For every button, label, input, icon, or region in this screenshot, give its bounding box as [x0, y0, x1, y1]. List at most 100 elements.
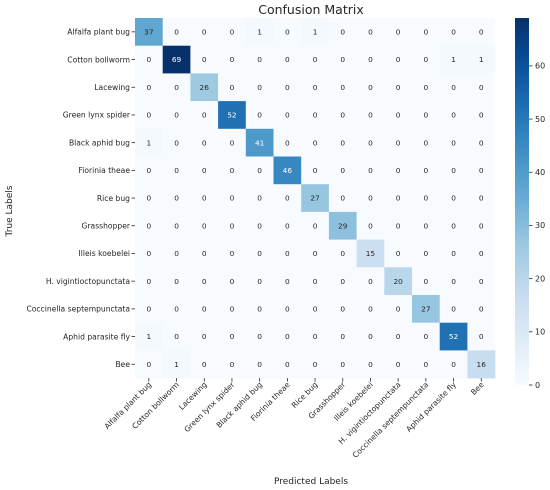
cell-value-label: 0: [423, 194, 428, 203]
cell-value-label: 0: [257, 221, 262, 230]
heatmap-cell: [412, 267, 440, 296]
heatmap-cell: [245, 128, 274, 157]
cell-value-label: 0: [396, 166, 401, 175]
x-axis-label: Predicted Labels: [274, 477, 348, 487]
heatmap-cell: [439, 322, 468, 351]
row-tick-labels: Alfalfa plant bug Cotton bollworm Lacewing…: [26, 28, 135, 369]
heatmap-cell: [135, 156, 163, 185]
heatmap-cell: [301, 211, 330, 240]
heatmap-cell: [356, 156, 385, 185]
heatmap-cell: [384, 128, 413, 157]
cell-value-label: 0: [479, 304, 484, 313]
cell-value-label: 0: [313, 221, 318, 230]
heatmap-cell: [190, 45, 219, 74]
heatmap-cell: [356, 18, 385, 46]
heatmap-cell: [439, 267, 468, 296]
cell-value-label: 0: [451, 221, 456, 230]
cell-value-label: 0: [313, 111, 318, 120]
cell-value-label: 0: [202, 138, 207, 147]
cell-value-label: 20: [393, 277, 403, 286]
heatmap-cell: [135, 322, 163, 351]
row-tick-label: Illeis koebelei: [79, 249, 130, 258]
heatmap-cell: [218, 45, 247, 74]
heatmap-cell: [412, 128, 440, 157]
cell-value-label: 0: [174, 194, 179, 203]
cell-value-label: 0: [368, 83, 373, 92]
heatmap-cell: [218, 156, 247, 185]
cell-value-label: 0: [230, 277, 235, 286]
heatmap-cell: [439, 211, 468, 240]
heatmap-cell: [467, 295, 496, 323]
heatmap-cell: [190, 101, 219, 130]
heatmap-cell: [162, 45, 191, 74]
heatmap-cell: [467, 156, 496, 185]
cell-value-label: 0: [146, 194, 151, 203]
cell-value-label: 0: [423, 249, 428, 258]
heatmap-cell: [356, 128, 385, 157]
cell-value-label: 0: [285, 360, 290, 369]
heatmap-cell: [467, 184, 496, 213]
cell-value-label: 0: [285, 27, 290, 36]
heatmap-cell: [273, 322, 302, 351]
heatmap-cell: [412, 350, 440, 379]
cell-value-label: 37: [144, 27, 154, 36]
cell-value-label: 0: [340, 194, 345, 203]
heatmap-cell: [245, 73, 274, 102]
cell-value-label: 0: [313, 138, 318, 147]
heatmap-cell: [301, 267, 330, 296]
heatmap-cell: [162, 184, 191, 213]
cell-value-label: 0: [368, 166, 373, 175]
cell-value-label: 0: [174, 27, 179, 36]
heatmap-cell: [356, 322, 385, 351]
cell-value-label: 0: [285, 221, 290, 230]
heatmap-cell: [190, 18, 219, 46]
colorbar: 0 10 20 30 40 50 60: [515, 18, 545, 390]
cell-value-label: 0: [479, 221, 484, 230]
heatmap-cell: [439, 184, 468, 213]
cell-value-label: 0: [451, 166, 456, 175]
cell-value-label: 0: [368, 332, 373, 341]
cell-value-label: 0: [202, 194, 207, 203]
heatmap-cell: [135, 45, 163, 74]
cell-value-label: 1: [257, 27, 262, 36]
heatmap-cell: [218, 350, 247, 379]
heatmap-cell: [384, 239, 413, 268]
column-tick-label: Alfalfa plant bug: [103, 380, 154, 431]
row-tick-label: Green lynx spider: [63, 111, 131, 120]
cell-value-label: 0: [313, 249, 318, 258]
heatmap-cell: [218, 184, 247, 213]
row-tick-label: Alfalfa plant bug: [67, 28, 130, 37]
heatmap-cell: [412, 184, 440, 213]
cell-value-label: 0: [146, 166, 151, 175]
heatmap-cell: [162, 211, 191, 240]
heatmap-cell: [245, 18, 274, 46]
heatmap-cell: [328, 101, 357, 130]
cell-value-label: 0: [340, 83, 345, 92]
heatmap-cell: [273, 211, 302, 240]
heatmap-cell: [162, 128, 191, 157]
column-tick-label: Green lynx spider: [182, 380, 237, 435]
chart-title: Confusion Matrix: [258, 2, 364, 17]
cell-value-label: 0: [340, 249, 345, 258]
cell-value-label: 0: [202, 166, 207, 175]
cell-value-label: 0: [368, 138, 373, 147]
cell-value-label: 0: [146, 360, 151, 369]
heatmap-cell: [135, 128, 163, 157]
cell-value-label: 0: [230, 138, 235, 147]
heatmap-cell: [273, 184, 302, 213]
cell-value-label: 0: [230, 304, 235, 313]
row-tick-label: Rice bug: [97, 194, 130, 203]
cell-value-label: 1: [146, 138, 151, 147]
heatmap-cell: [412, 18, 440, 46]
cell-value-label: 0: [340, 166, 345, 175]
cell-value-label: 0: [313, 304, 318, 313]
heatmap-cell: [190, 128, 219, 157]
heatmap-cell: [356, 184, 385, 213]
cell-value-label: 0: [285, 83, 290, 92]
cell-value-label: 16: [477, 360, 487, 369]
heatmap-cell: [301, 101, 330, 130]
heatmap-cell: [135, 267, 163, 296]
heatmap-cell: [467, 101, 496, 130]
cell-value-label: 0: [368, 360, 373, 369]
